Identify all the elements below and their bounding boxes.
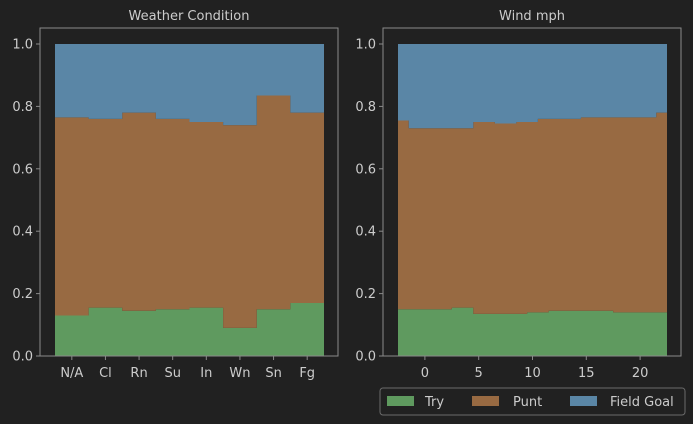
x-tick-label: Sn: [265, 366, 282, 381]
legend: Try Punt Field Goal: [379, 387, 686, 416]
wind-mph-panel: Wind mph 0.0 0.2 0.4 0.6 0.8 1.0 0 5 10 15 20: [355, 9, 682, 381]
x-tick-label: 15: [578, 366, 595, 381]
x-tick-label: 0: [421, 366, 429, 381]
y-tick-label: 0.8: [355, 100, 376, 115]
x-tick-label: 5: [475, 366, 483, 381]
y-tick-label: 0.2: [355, 287, 376, 302]
y-tick-label: 0.2: [12, 287, 33, 302]
axes-frame: [39, 27, 339, 357]
x-tick-label: Su: [164, 366, 181, 381]
x-tick-label: In: [200, 366, 212, 381]
y-tick-label: 0.6: [12, 162, 33, 177]
x-tick-label: Wn: [229, 366, 250, 381]
y-tick-label: 1.0: [12, 38, 33, 53]
series-try-area: [55, 302, 324, 356]
x-tick-label: Rn: [130, 366, 147, 381]
legend-swatch-try: [387, 396, 414, 406]
legend-swatch-punt: [472, 396, 499, 406]
legend-label-try: Try: [424, 395, 444, 410]
series-punt-area: [55, 95, 324, 328]
y-tick-label: 0.0: [12, 350, 33, 365]
series-field-goal-area: [398, 44, 667, 129]
y-tick-label: 0.0: [355, 350, 376, 365]
y-tick-label: 0.4: [355, 225, 376, 240]
x-tick-label: 10: [524, 366, 541, 381]
y-tick-label: 0.4: [12, 225, 33, 240]
x-tick-label: Fg: [299, 366, 315, 381]
series-field-goal-area: [55, 44, 324, 126]
y-tick-label: 0.6: [355, 162, 376, 177]
chart-title: Wind mph: [499, 9, 565, 24]
x-tick-label: N/A: [60, 366, 83, 381]
x-tick-label: 20: [632, 366, 649, 381]
series-punt-area: [398, 112, 667, 314]
y-tick-label: 1.0: [355, 38, 376, 53]
legend-box: [379, 387, 686, 416]
weather-condition-panel: Weather Condition 0.0 0.2 0.4 0.6 0.8 1.0 N/A Cl…: [12, 9, 339, 381]
x-tick-label: Cl: [99, 366, 112, 381]
legend-label-field-goal: Field Goal: [610, 395, 674, 410]
series-try-area: [398, 307, 667, 356]
legend-swatch-field-goal: [570, 396, 597, 406]
legend-label-punt: Punt: [513, 395, 542, 410]
y-tick-label: 0.8: [12, 100, 33, 115]
chart-title: Weather Condition: [129, 9, 250, 24]
